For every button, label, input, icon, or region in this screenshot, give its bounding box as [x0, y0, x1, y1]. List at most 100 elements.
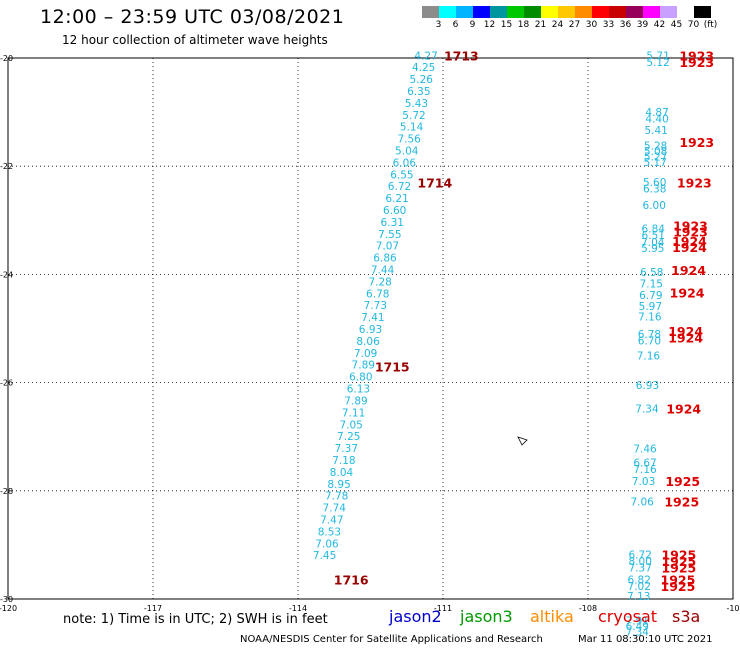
- pass-time-label: 1715: [375, 359, 410, 374]
- wave-height-value: 7.74: [323, 503, 347, 515]
- island-outline: [517, 436, 528, 446]
- wave-height-value: 7.13: [627, 591, 650, 603]
- wave-height-value: 6.78: [638, 329, 661, 341]
- colorbar-swatch: [575, 6, 592, 18]
- wave-height-value: 7.47: [320, 514, 343, 526]
- colorbar-swatch: [473, 6, 490, 18]
- pass-time-label: 1925: [661, 554, 696, 569]
- colorbar-swatch: [524, 6, 541, 18]
- wave-height-value: 7.16: [638, 312, 662, 324]
- y-tick-label: -22: [0, 162, 13, 171]
- pass-time-label: 1924: [672, 240, 707, 255]
- pass-time-label: 1923: [677, 175, 712, 190]
- x-tick-label: -120: [0, 604, 17, 613]
- pass-time-label: 1925: [664, 495, 699, 510]
- x-tick-label: -108: [579, 604, 597, 613]
- wave-height-value: 7.46: [633, 444, 657, 456]
- pass-time-label: 1925: [661, 573, 696, 588]
- wave-height-value: 6.13: [347, 384, 370, 396]
- wave-height-value: 5.12: [646, 57, 669, 69]
- wave-height-value: 7.91: [626, 616, 649, 628]
- wave-height-value: 7.05: [339, 419, 362, 431]
- wave-height-value: 4.27: [414, 50, 437, 62]
- page-title: 12:00 – 23:59 UTC 03/08/2021: [40, 6, 345, 28]
- wave-height-value: 4.40: [645, 114, 668, 126]
- wave-height-value: 7.06: [315, 538, 339, 550]
- colorbar-swatch: [660, 6, 677, 18]
- pass-time-label: 1924: [668, 331, 703, 346]
- wave-height-value: 7.06: [630, 497, 654, 509]
- colorbar-label: 21: [534, 20, 547, 30]
- colorbar-swatch: [643, 6, 660, 18]
- pass-time-label: 1925: [661, 548, 696, 563]
- colorbar-label: 24: [551, 20, 564, 30]
- pass-time-label: 1924: [666, 402, 701, 417]
- wave-height-value: 5.04: [395, 146, 419, 158]
- wave-height-value: 7.45: [313, 550, 336, 562]
- wave-height-value: 6.70: [638, 335, 661, 347]
- wave-height-value: 8.00: [629, 556, 652, 568]
- colorbar-label: 12: [483, 20, 496, 30]
- pass-time-label: 1923: [673, 219, 708, 234]
- x-tick-label: -10: [726, 604, 739, 613]
- colorbar-label: 18: [517, 20, 530, 30]
- wave-height-value: 6.06: [393, 157, 417, 169]
- wave-height-value: 6.38: [643, 183, 666, 195]
- colorbar-swatch: [558, 6, 575, 18]
- wave-height-value: 5.71: [646, 50, 669, 62]
- colorbar-swatch: [626, 6, 643, 18]
- wave-height-value: 7.16: [637, 351, 661, 363]
- wave-height-value: 7.16: [633, 464, 657, 476]
- pass-time-label: 1923: [679, 48, 714, 63]
- y-tick-label: -30: [0, 595, 13, 604]
- wave-height-value: 5.41: [644, 125, 667, 137]
- wave-height-value: 7.41: [361, 312, 384, 324]
- colorbar-label: 3: [435, 20, 442, 30]
- pass-time-label: 1923: [679, 55, 714, 70]
- wave-height-value: 7.15: [640, 279, 663, 291]
- colorbar-swatch: [439, 6, 456, 18]
- wave-height-value: 6.31: [381, 217, 404, 229]
- wave-height-value: 7.44: [371, 265, 395, 277]
- wave-height-value: 5.17: [643, 157, 666, 169]
- wave-height-value: 6.21: [385, 193, 408, 205]
- x-tick-label: -111: [434, 604, 452, 613]
- wave-height-value: 7.56: [397, 134, 421, 146]
- wave-height-value: 5.97: [639, 301, 662, 313]
- pass-time-label: 1924: [670, 285, 705, 300]
- wave-height-value: 6.51: [642, 230, 665, 242]
- y-tick-label: -28: [0, 487, 13, 496]
- colorbar-swatch: [490, 6, 507, 18]
- colorbar-label: (ft): [703, 20, 718, 30]
- x-tick-label: -114: [289, 604, 307, 613]
- legend-jason2: jason2: [389, 607, 442, 626]
- wave-height-value: 5.08: [644, 146, 667, 158]
- wave-height-value: 7.09: [354, 348, 377, 360]
- wave-height-value: 6.60: [383, 205, 406, 217]
- y-tick-label: -26: [0, 379, 13, 388]
- colorbar-label: 70: [687, 20, 700, 30]
- wave-height-value: 6.00: [643, 200, 666, 212]
- wave-height-value: 6.67: [633, 458, 656, 470]
- colorbar-label: 15: [500, 20, 513, 30]
- legend-cryosat: cryosat: [598, 607, 658, 626]
- wave-height-value: 7.28: [368, 276, 391, 288]
- colorbar-label: 6: [452, 20, 459, 30]
- wave-height-value: 6.58: [640, 267, 663, 279]
- wave-height-value: 6.82: [628, 575, 651, 587]
- colorbar-label: 42: [653, 20, 666, 30]
- pass-time-label: 1924: [671, 263, 706, 278]
- colorbar-swatch: [507, 6, 524, 18]
- legend-s3a: s3a: [672, 607, 701, 626]
- colorbar-label: 30: [585, 20, 598, 30]
- wave-height-value: 6.55: [390, 169, 413, 181]
- wave-height-value: 8.06: [356, 336, 380, 348]
- legend-jason3: jason3: [460, 607, 513, 626]
- colorbar: [422, 6, 711, 18]
- wave-height-value: 7.18: [332, 455, 355, 467]
- pass-time-label: 1713: [444, 48, 479, 63]
- wave-height-value: 6.49: [626, 621, 649, 633]
- wave-height-value: 7.02: [628, 581, 651, 593]
- wave-height-value: 6.93: [636, 380, 659, 392]
